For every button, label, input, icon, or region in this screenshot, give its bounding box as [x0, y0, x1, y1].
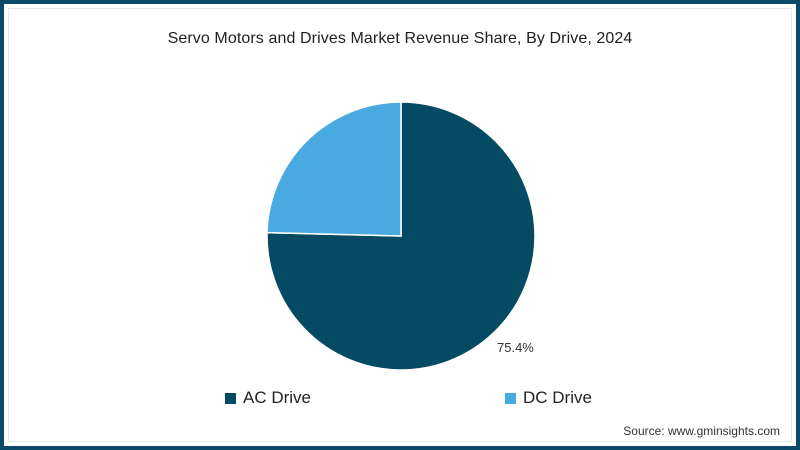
chart-title: Servo Motors and Drives Market Revenue S…	[167, 30, 633, 47]
legend-label-ac-drive: AC Drive	[243, 388, 312, 407]
legend-label-dc-drive: DC Drive	[523, 388, 592, 407]
legend-item-ac-drive[interactable]: AC Drive	[225, 388, 311, 408]
legend-swatch-ac-drive-icon	[225, 392, 236, 404]
ac-drive-percent-label: 75.4%	[497, 340, 534, 355]
legend-item-dc-drive[interactable]: DC Drive	[505, 388, 592, 408]
legend-swatch-dc-drive-icon	[505, 392, 516, 404]
source-credit: Source: www.gminsights.com	[623, 424, 780, 438]
pie-slice-dc-drive[interactable]	[266, 101, 402, 237]
